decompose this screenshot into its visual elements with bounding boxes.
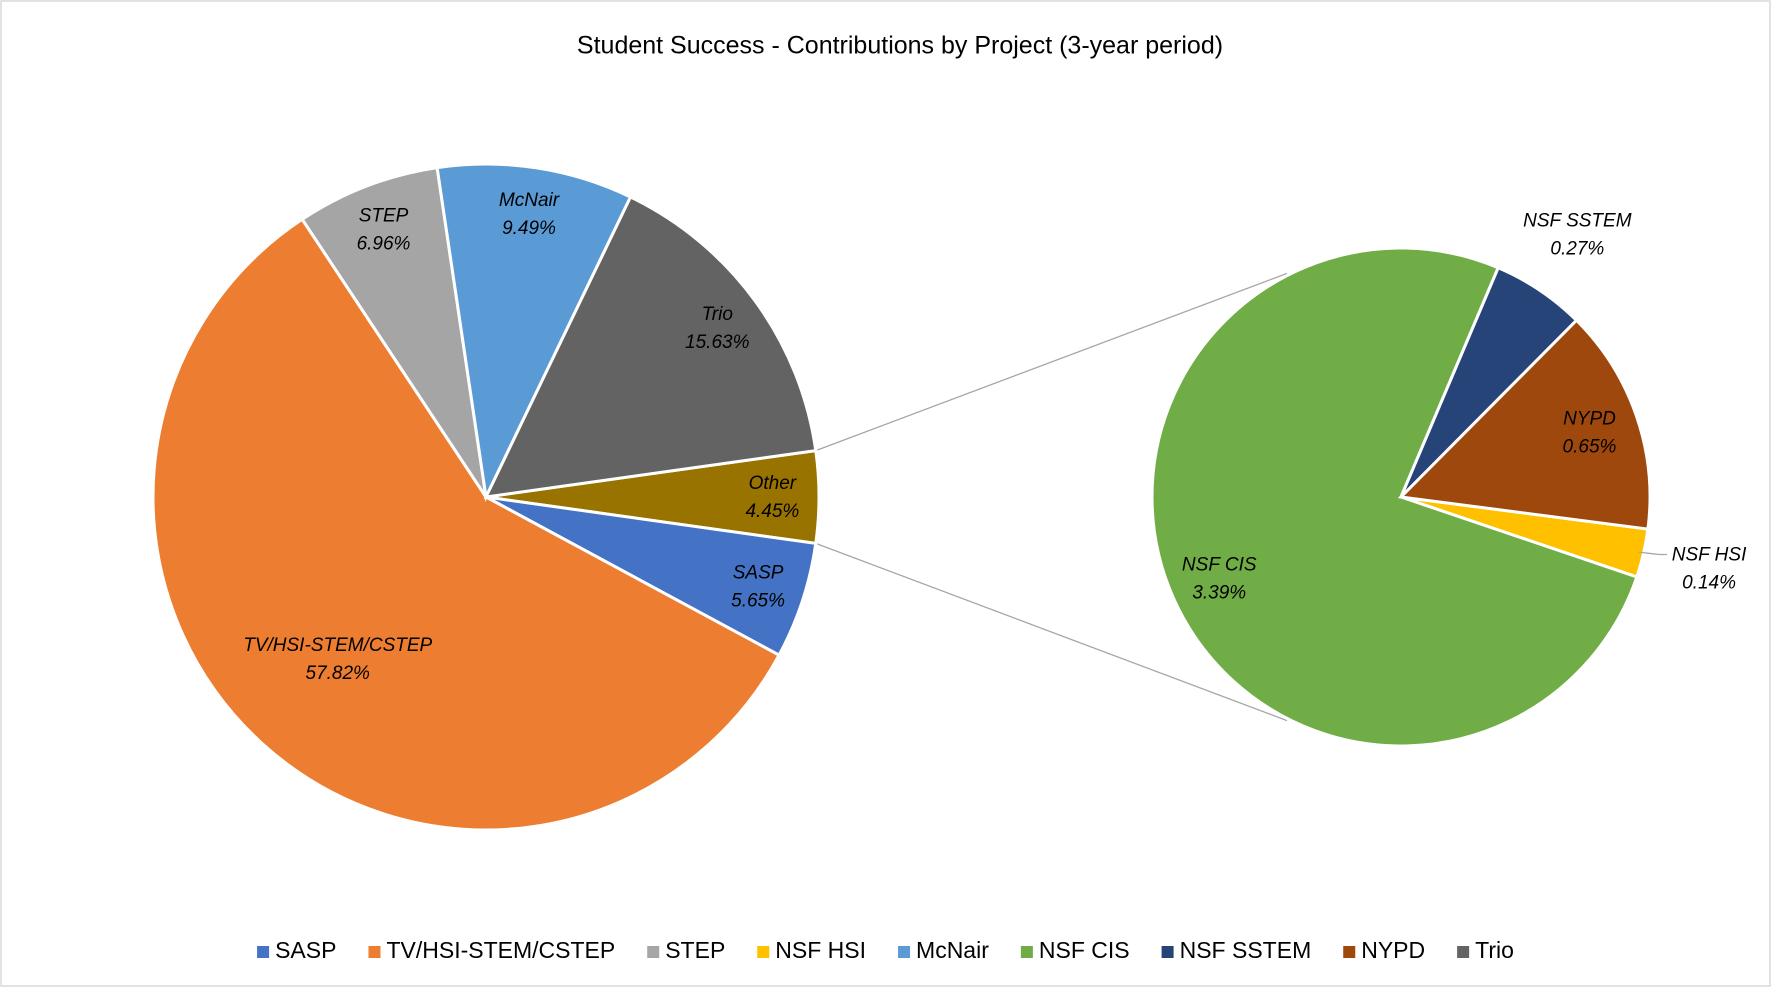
legend-swatch xyxy=(1457,946,1470,958)
data-label-value: 3.39% xyxy=(1192,583,1246,604)
pie-slice xyxy=(1397,318,1652,531)
data-label-value: 4.45% xyxy=(745,501,799,522)
legend-swatch xyxy=(1161,946,1174,958)
pie-slice xyxy=(483,194,818,499)
legend-label: NSF SSTEM xyxy=(1180,937,1312,963)
legend-label: TV/HSI-STEM/CSTEP xyxy=(386,937,615,963)
legend-label: STEP xyxy=(665,937,725,963)
connector-line xyxy=(815,542,1288,722)
data-label-value: 0.27% xyxy=(1550,239,1604,260)
pie-slice xyxy=(435,162,633,503)
leader-line xyxy=(1638,551,1668,556)
data-label-value: 57.82% xyxy=(306,663,371,684)
data-label-name: SASP xyxy=(733,562,784,583)
data-label-name: Trio xyxy=(702,304,733,325)
legend-swatch xyxy=(757,946,770,958)
data-label-name: Other xyxy=(749,473,797,494)
legend-swatch xyxy=(647,946,660,958)
data-label-value: 5.65% xyxy=(731,590,785,611)
legend-label: NSF HSI xyxy=(775,937,866,963)
data-label-name: NYPD xyxy=(1563,409,1616,430)
data-label-name: NSF HSI xyxy=(1672,544,1747,565)
pie-slice xyxy=(1150,246,1639,748)
data-label-name: TV/HSI-STEM/CSTEP xyxy=(243,635,432,656)
legend-swatch xyxy=(1020,946,1033,958)
legend-label: SASP xyxy=(275,937,336,963)
data-label-name: NSF CIS xyxy=(1182,555,1257,576)
pie-slice xyxy=(300,165,488,498)
data-label-name: McNair xyxy=(499,190,560,211)
data-label-value: 6.96% xyxy=(357,234,411,255)
pie-slice xyxy=(151,217,782,832)
chart-title: Student Success - Contributions by Proje… xyxy=(577,32,1223,60)
legend-label: NSF CIS xyxy=(1039,937,1130,963)
legend-swatch xyxy=(898,946,911,958)
connector-line xyxy=(815,272,1288,452)
legend-swatch xyxy=(368,946,381,958)
legend-label: Trio xyxy=(1475,937,1514,963)
legend-label: McNair xyxy=(916,937,989,963)
legend-swatch xyxy=(257,946,270,958)
data-label-name: NSF SSTEM xyxy=(1523,211,1632,232)
data-label-name: STEP xyxy=(359,206,409,227)
data-label-value: 15.63% xyxy=(685,332,750,353)
data-label-value: 0.14% xyxy=(1682,572,1736,593)
data-label-value: 0.65% xyxy=(1563,437,1617,458)
legend-swatch xyxy=(1343,946,1356,958)
data-label-value: 9.49% xyxy=(502,218,556,239)
legend-label: NYPD xyxy=(1361,937,1425,963)
